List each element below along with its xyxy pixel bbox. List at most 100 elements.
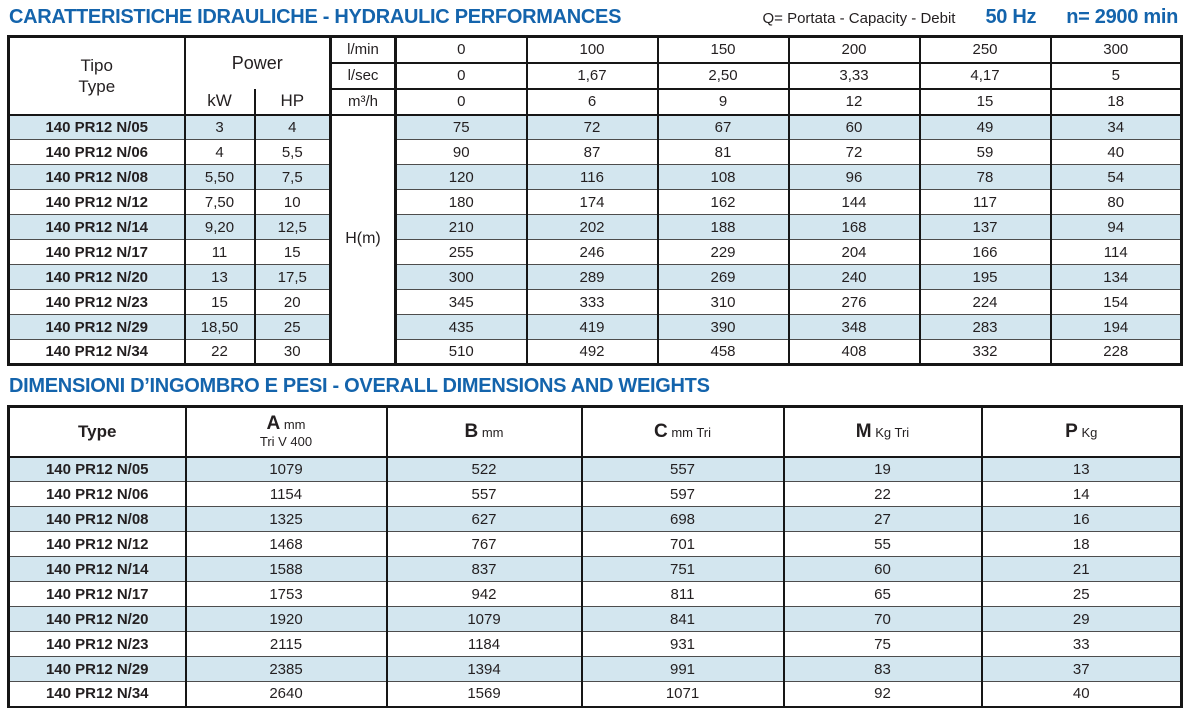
head-value: 210 — [394, 214, 528, 240]
pump-type: 140 PR12 N/17 — [7, 581, 187, 607]
flow-value-2-0: 0 — [394, 87, 528, 116]
weight-m-value: 19 — [782, 456, 983, 482]
header-right-group: Q= Portata - Capacity - Debit 50 Hz n= 2… — [762, 6, 1178, 29]
head-value: 510 — [394, 339, 528, 365]
dim-a-value: 2115 — [184, 631, 388, 657]
head-value: 246 — [525, 239, 659, 265]
dim-c-value: 557 — [580, 456, 785, 482]
dimension-row: 140 PR12 N/29 2385 1394 991 83 37 — [7, 656, 1183, 682]
hydraulic-header-row-2: l/sec 0 1,67 2,50 3,33 4,17 5 — [9, 61, 1183, 90]
dim-column-header-p: P Kg — [980, 405, 1183, 458]
dimension-row: 140 PR12 N/12 1468 767 701 55 18 — [7, 531, 1183, 557]
flow-value-2-5: 18 — [1049, 87, 1183, 116]
kw-value: 22 — [183, 339, 256, 365]
pump-type: 140 PR12 N/20 — [7, 606, 187, 632]
head-value: 435 — [394, 314, 528, 340]
pump-type: 140 PR12 N/08 — [7, 506, 187, 532]
dim-a-value: 1753 — [184, 581, 388, 607]
head-value: 408 — [787, 339, 921, 365]
head-value: 60 — [787, 114, 921, 140]
dim-b-value: 557 — [385, 481, 583, 507]
dim-a-value: 1154 — [184, 481, 388, 507]
pump-type: 140 PR12 N/12 — [7, 189, 186, 215]
pump-type: 140 PR12 N/14 — [7, 214, 186, 240]
head-value: 134 — [1049, 264, 1183, 290]
hydraulic-row: 140 PR12 N/05 3 4 H(m) 75 72 67 60 49 34 — [7, 114, 1183, 365]
hp-value: 30 — [253, 339, 332, 365]
hp-column-header: HP — [253, 88, 332, 116]
kw-value: 11 — [183, 239, 256, 265]
type-header-en: Type — [78, 76, 116, 96]
flow-value-0-0: 0 — [394, 35, 528, 64]
hydraulic-row: 140 PR12 N/23 15 20 345 333 310 276 224 154 — [7, 289, 1183, 315]
kw-value: 18,50 — [183, 314, 256, 340]
flow-value-0-2: 150 — [656, 35, 790, 64]
head-value: 240 — [787, 264, 921, 290]
head-value: 333 — [525, 289, 659, 315]
dim-c-value: 931 — [580, 631, 785, 657]
head-value: 144 — [787, 189, 921, 215]
flow-value-1-5: 5 — [1049, 61, 1183, 90]
head-value: 34 — [1049, 114, 1183, 140]
head-value: 137 — [918, 214, 1052, 240]
dim-c-value: 1071 — [580, 681, 785, 707]
flow-value-0-3: 200 — [787, 35, 921, 64]
head-value: 255 — [394, 239, 528, 265]
pump-type: 140 PR12 N/06 — [7, 139, 186, 165]
head-value: 114 — [1049, 239, 1183, 265]
dim-a-value: 1468 — [184, 531, 388, 557]
head-value: 492 — [525, 339, 659, 365]
head-value: 117 — [918, 189, 1052, 215]
head-value: 78 — [918, 164, 1052, 190]
head-value: 289 — [525, 264, 659, 290]
flow-value-0-1: 100 — [525, 35, 659, 64]
hp-value: 25 — [253, 314, 332, 340]
head-value: 75 — [394, 114, 528, 140]
head-value: 332 — [918, 339, 1052, 365]
head-unit-label: H(m) — [329, 114, 397, 365]
weight-m-value: 27 — [782, 506, 983, 532]
flow-legend: Q= Portata - Capacity - Debit — [762, 10, 956, 27]
pump-type: 140 PR12 N/29 — [7, 656, 187, 682]
hp-value: 12,5 — [253, 214, 332, 240]
weight-m-value: 92 — [782, 681, 983, 707]
kw-value: 9,20 — [183, 214, 256, 240]
head-value: 72 — [525, 114, 659, 140]
hydraulic-row: 140 PR12 N/34 22 30 510 492 458 408 332 228 — [7, 339, 1183, 365]
head-value: 166 — [918, 239, 1052, 265]
head-value: 108 — [656, 164, 790, 190]
dim-b-value: 1569 — [385, 681, 583, 707]
frequency-label: 50 Hz — [985, 6, 1037, 28]
flow-value-1-3: 3,33 — [787, 61, 921, 90]
head-value: 180 — [394, 189, 528, 215]
dimension-row: 140 PR12 N/05 1079 522 557 19 13 — [7, 456, 1183, 482]
hydraulic-row: 140 PR12 N/17 11 15 255 246 229 204 166 114 — [7, 239, 1183, 265]
head-value: 269 — [656, 264, 790, 290]
hydraulic-header-row-3: kW HP m³/h 0 6 9 12 15 18 — [9, 87, 1183, 116]
flow-value-1-0: 0 — [394, 61, 528, 90]
kw-value: 5,50 — [183, 164, 256, 190]
weight-p-value: 29 — [980, 606, 1183, 632]
dimension-row: 140 PR12 N/20 1920 1079 841 70 29 — [7, 606, 1183, 632]
dim-column-header-m: M Kg Tri — [782, 405, 983, 458]
head-value: 204 — [787, 239, 921, 265]
weight-m-value: 65 — [782, 581, 983, 607]
flow-value-2-2: 9 — [656, 87, 790, 116]
head-value: 94 — [1049, 214, 1183, 240]
dim-column-header-a: A mm Tri V 400 — [184, 405, 388, 458]
pump-type: 140 PR12 N/05 — [7, 456, 187, 482]
type-header-it: Tipo — [80, 55, 113, 75]
pump-type: 140 PR12 N/23 — [7, 631, 187, 657]
pump-type: 140 PR12 N/12 — [7, 531, 187, 557]
hydraulic-row: 140 PR12 N/29 18,50 25 435 419 390 348 283 194 — [7, 314, 1183, 340]
dimensions-weights-table: Type A mm Tri V 400 B mm C mm Tri M Kg Tri P K… — [7, 405, 1183, 708]
dim-a-value: 1588 — [184, 556, 388, 582]
head-value: 300 — [394, 264, 528, 290]
head-value: 90 — [394, 139, 528, 165]
pump-type: 140 PR12 N/20 — [7, 264, 186, 290]
section2-title: DIMENSIONI D’INGOMBRO E PESI - OVERALL D… — [9, 375, 710, 397]
dim-a-value: 1079 — [184, 456, 388, 482]
speed-label: n= 2900 min — [1066, 6, 1178, 28]
flow-value-1-1: 1,67 — [525, 61, 659, 90]
head-value: 345 — [394, 289, 528, 315]
